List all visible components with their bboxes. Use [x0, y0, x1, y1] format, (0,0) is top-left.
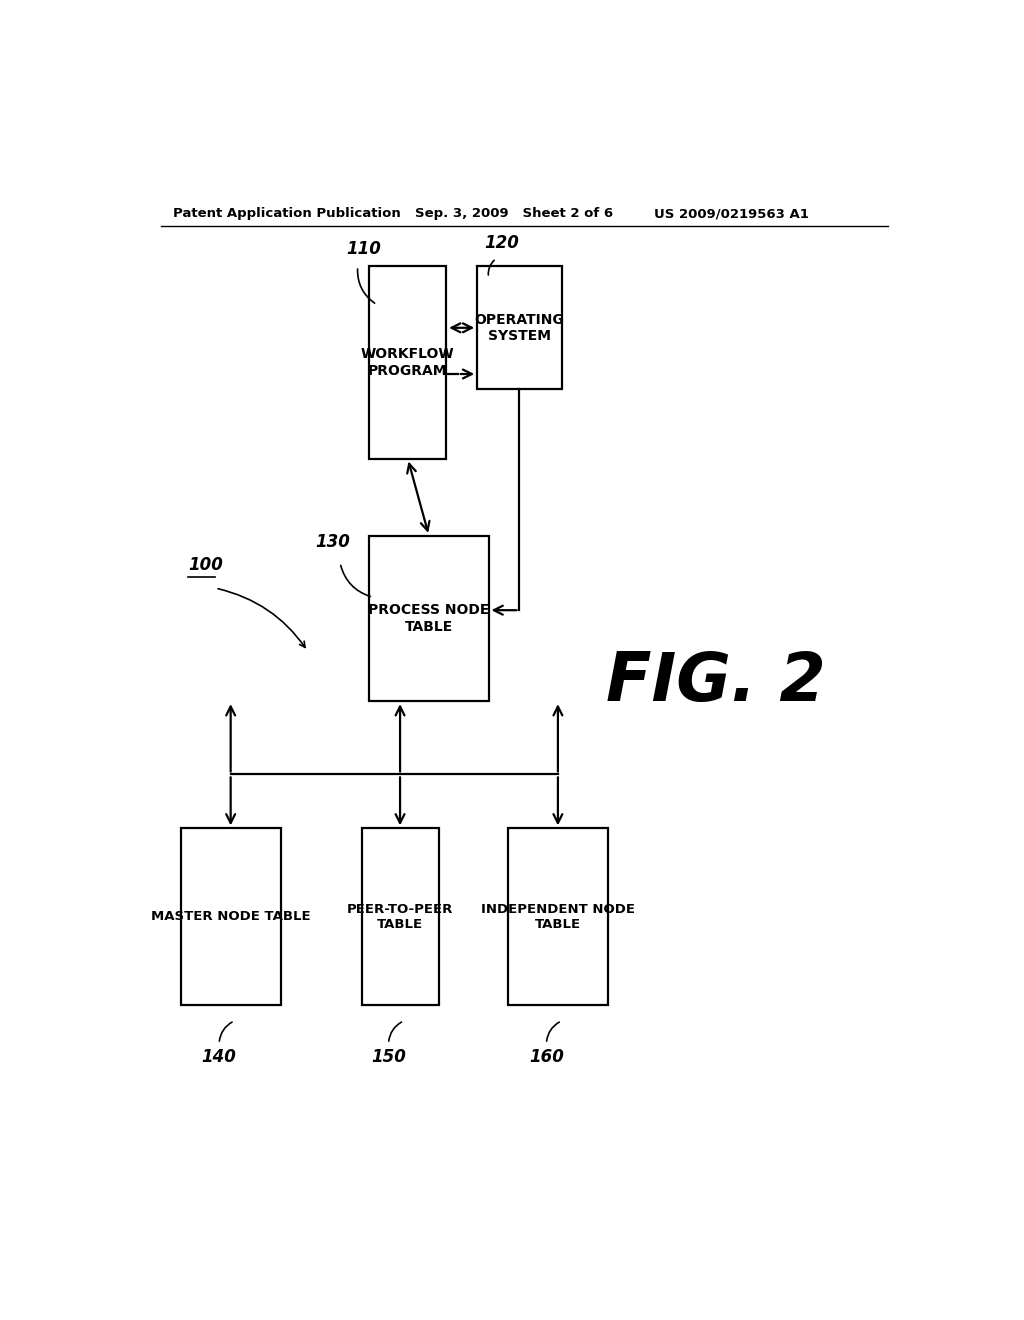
Bar: [370, 267, 446, 459]
Bar: [477, 267, 562, 389]
Bar: [370, 536, 488, 701]
Text: 120: 120: [484, 235, 519, 252]
Text: INDEPENDENT NODE
TABLE: INDEPENDENT NODE TABLE: [481, 903, 635, 931]
Text: WORKFLOW
PROGRAM: WORKFLOW PROGRAM: [360, 347, 455, 378]
Text: 100: 100: [188, 556, 223, 574]
Bar: [180, 829, 281, 1006]
Text: FIG. 2: FIG. 2: [606, 649, 825, 715]
Text: 140: 140: [202, 1048, 237, 1065]
Bar: [508, 829, 608, 1006]
Text: 110: 110: [346, 240, 381, 259]
Text: 160: 160: [529, 1048, 564, 1065]
Text: 130: 130: [315, 533, 350, 552]
Text: US 2009/0219563 A1: US 2009/0219563 A1: [654, 207, 809, 220]
Bar: [361, 829, 438, 1006]
Text: PROCESS NODE
TABLE: PROCESS NODE TABLE: [369, 603, 489, 634]
Text: Sep. 3, 2009   Sheet 2 of 6: Sep. 3, 2009 Sheet 2 of 6: [416, 207, 613, 220]
Text: 150: 150: [371, 1048, 406, 1065]
Text: OPERATING
SYSTEM: OPERATING SYSTEM: [474, 313, 564, 343]
Text: MASTER NODE TABLE: MASTER NODE TABLE: [151, 911, 310, 924]
Text: Patent Application Publication: Patent Application Publication: [173, 207, 400, 220]
Text: PEER-TO-PEER
TABLE: PEER-TO-PEER TABLE: [347, 903, 454, 931]
